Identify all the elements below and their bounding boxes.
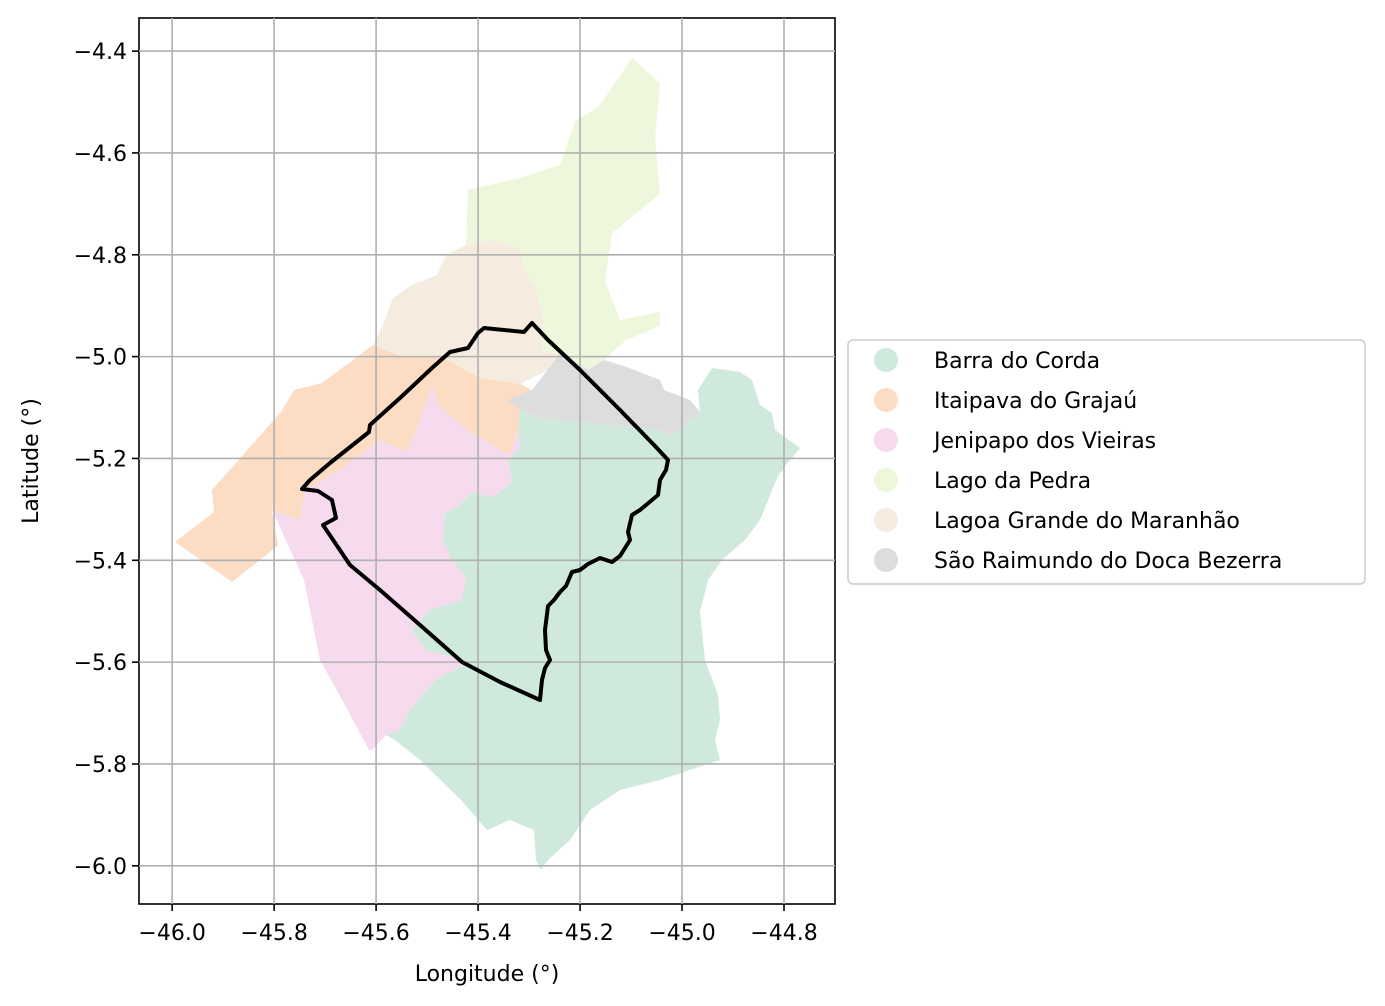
region-barra-do-corda <box>386 368 800 870</box>
legend-item-label: Barra do Corda <box>934 349 1100 374</box>
regions <box>175 58 800 870</box>
plot-area-frame <box>138 17 836 905</box>
legend-item-label: Itaipava do Grajaú <box>934 389 1137 414</box>
y-axis-label: Latitude (°) <box>19 398 44 524</box>
legend-swatch <box>874 468 898 492</box>
legend-swatch <box>874 548 898 572</box>
legend-item-label: São Raimundo do Doca Bezerra <box>934 549 1282 574</box>
y-tick-label: −5.4 <box>74 549 127 574</box>
y-tick-label: −4.4 <box>74 40 127 65</box>
legend-item-label: Lagoa Grande do Maranhão <box>934 509 1240 534</box>
x-axis-ticks: −46.0 −45.8 −45.6 −45.4 −45.2 −45.0 −44.8 <box>138 904 818 946</box>
legend-swatch <box>874 508 898 532</box>
y-tick-label: −5.0 <box>74 346 127 371</box>
y-tick-label: −6.0 <box>74 855 127 880</box>
y-tick-label: −4.8 <box>74 244 127 269</box>
region-lagoa-grande <box>373 240 568 384</box>
legend-item-label: Lago da Pedra <box>934 469 1091 494</box>
legend-swatch <box>874 388 898 412</box>
legend: Barra do Corda Itaipava do Grajaú Jenipapo… <box>847 339 1366 585</box>
y-tick-label: −5.6 <box>74 651 127 676</box>
legend-item-label: Jenipapo dos Vieiras <box>932 429 1156 454</box>
x-tick-label: −44.8 <box>750 921 817 946</box>
x-axis-label: Longitude (°) <box>415 962 560 987</box>
y-tick-label: −4.6 <box>74 142 127 167</box>
grid-lines <box>139 18 835 904</box>
x-tick-label: −45.4 <box>444 921 511 946</box>
legend-swatch <box>874 428 898 452</box>
x-tick-label: −45.0 <box>648 921 715 946</box>
legend-swatch <box>874 348 898 372</box>
x-tick-label: −45.2 <box>546 921 613 946</box>
highlight-outline <box>300 321 670 702</box>
x-tick-label: −46.0 <box>138 921 205 946</box>
region-lago-da-pedra <box>466 58 660 370</box>
x-tick-label: −45.6 <box>342 921 409 946</box>
y-tick-label: −5.2 <box>74 447 127 472</box>
y-axis-ticks: −4.4 −4.6 −4.8 −5.0 −5.2 −5.4 −5.6 −5.8 −6.0 <box>74 40 139 880</box>
region-itaipava <box>175 345 532 582</box>
y-tick-label: −5.8 <box>74 753 127 778</box>
legend-frame <box>847 339 1366 585</box>
x-tick-label: −45.8 <box>240 921 307 946</box>
